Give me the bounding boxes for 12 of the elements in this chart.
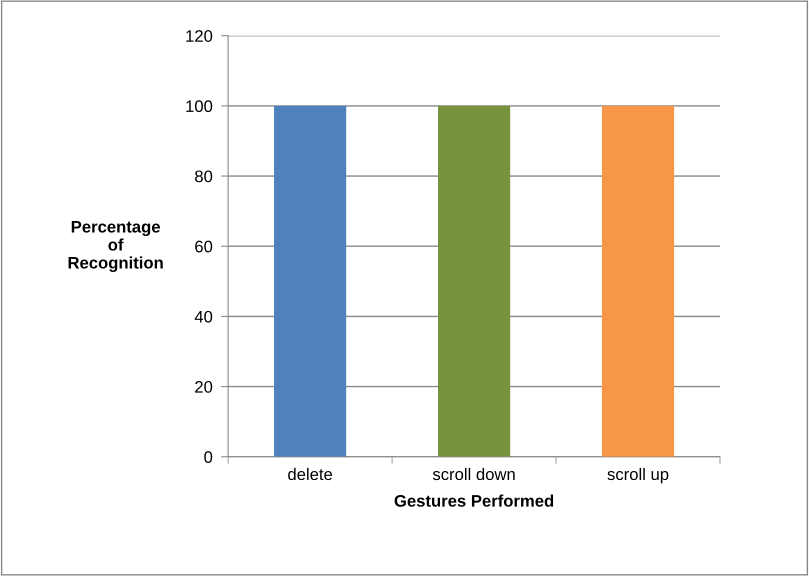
y-tick-label: 60 <box>195 240 212 252</box>
y-tick-label: 20 <box>195 380 212 393</box>
y-tick-label: 100 <box>186 100 212 112</box>
y-axis-title: Percentage of Recognition <box>68 221 163 272</box>
x-tick-label: delete <box>288 468 332 480</box>
y-tick-label: 120 <box>186 30 212 42</box>
y-tick-label: 0 <box>204 451 212 463</box>
x-tick-label: scroll down <box>432 468 515 480</box>
y-tick-label: 80 <box>195 170 212 182</box>
x-axis-title: Gestures Performed <box>394 494 554 507</box>
x-tick-label: scroll up <box>607 468 668 484</box>
y-tick-label: 40 <box>194 310 212 323</box>
